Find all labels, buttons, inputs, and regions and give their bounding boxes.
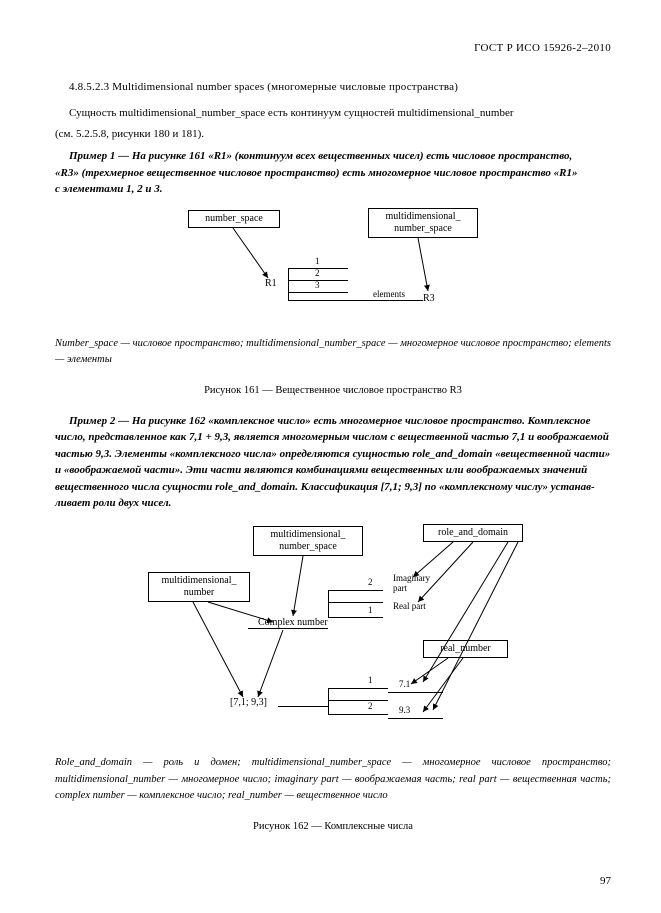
- gloss-161: Number_space — числовое пространство; mu…: [55, 336, 611, 370]
- label-e1: 1: [315, 257, 320, 267]
- label-real: Real part: [393, 602, 426, 612]
- label-n1b: 1: [368, 676, 373, 686]
- label-imag: Imaginary part: [393, 574, 430, 594]
- example-2-l3: частью 9,3. Элементы «комплексного числа…: [55, 448, 610, 460]
- label-elements: elements: [373, 290, 405, 300]
- figure-161: number_space multidimensional_ number_sp…: [133, 208, 533, 328]
- label-71: 7.1: [399, 680, 410, 690]
- section-title-en: Multidimensional number spaces: [112, 81, 264, 93]
- gloss-162: Role_and_domain — роль и домен; multidim…: [55, 755, 611, 805]
- page-number: 97: [600, 873, 611, 890]
- example-2-l5: вещественного числа сущности role_and_do…: [55, 481, 595, 493]
- box-mns: multidimensional_ number_space: [368, 208, 478, 238]
- label-complex: Complex number: [258, 617, 328, 628]
- section-title-ru: (многомерные числовые пространства): [267, 81, 458, 93]
- example-1-lead: Пример 1 — На рисунке 161 «R1» (континуу…: [55, 148, 611, 165]
- intro-line-1a: Сущность multidimensional_number_space е…: [69, 107, 514, 119]
- caption-161: Рисунок 161 — Вещественное числовое прос…: [55, 383, 611, 399]
- figure-162: multidimensional_ number_space role_and_…: [113, 522, 553, 747]
- label-tuple: [7,1; 9,3]: [230, 697, 267, 708]
- label-93: 9.3: [399, 706, 410, 716]
- box-number-space: number_space: [188, 210, 280, 228]
- label-e3: 3: [315, 281, 320, 291]
- label-n2a: 2: [368, 578, 373, 588]
- box-mns-2: multidimensional_ number_space: [253, 526, 363, 556]
- example-1: Пример 1 — На рисунке 161 «R1» (континуу…: [55, 148, 611, 198]
- box-rn: real_number: [423, 640, 508, 658]
- example-1-l2: «R3» (трехмерное вещественное числовое п…: [55, 167, 578, 179]
- caption-162: Рисунок 162 — Комплексные числа: [55, 819, 611, 835]
- example-2: Пример 2 — На рисунке 162 «комплексное ч…: [55, 413, 611, 512]
- page: ГОСТ Р ИСО 15926-2–2010 4.8.5.2.3 Multid…: [0, 0, 661, 913]
- example-2-l4: и «воображаемой части». Эти части являют…: [55, 464, 587, 476]
- label-e2: 2: [315, 269, 320, 279]
- example-1-l3: с элементами 1, 2 и 3.: [55, 183, 163, 195]
- example-2-lead: Пример 2 — На рисунке 162 «комплексное ч…: [55, 413, 611, 430]
- label-r3: R3: [423, 293, 435, 304]
- box-mn: multidimensional_ number: [148, 572, 250, 602]
- doc-header: ГОСТ Р ИСО 15926-2–2010: [55, 40, 611, 57]
- label-n2b: 2: [368, 702, 373, 712]
- intro-line-1b: (см. 5.2.5.8, рисунки 180 и 181).: [55, 126, 611, 143]
- label-r1: R1: [265, 278, 277, 289]
- label-n1a: 1: [368, 606, 373, 616]
- section-number: 4.8.5.2.3: [69, 81, 109, 93]
- example-2-l2: число, представленное как 7,1 + 9,3, явл…: [55, 431, 609, 443]
- example-2-l6: ливает роли двух чисел.: [55, 497, 171, 509]
- box-rad: role_and_domain: [423, 524, 523, 542]
- section-heading: 4.8.5.2.3 Multidimensional number spaces…: [55, 79, 611, 96]
- intro-para: Сущность multidimensional_number_space е…: [55, 105, 611, 122]
